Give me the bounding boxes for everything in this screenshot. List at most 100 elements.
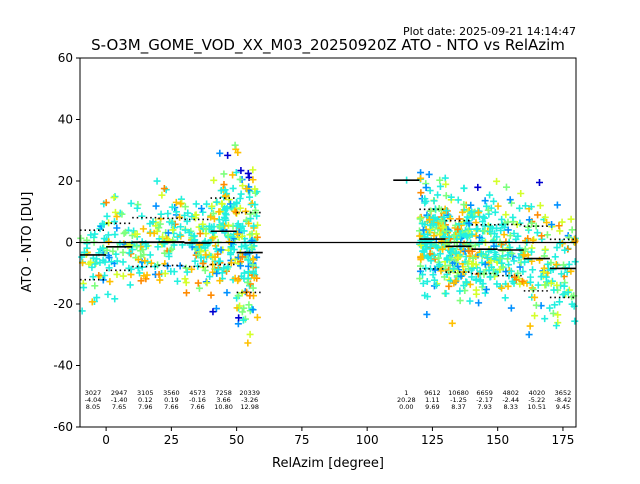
data-point [152, 202, 160, 210]
data-point [252, 230, 260, 238]
data-point [456, 287, 464, 295]
data-point [497, 226, 505, 234]
data-point [507, 267, 515, 275]
data-point [452, 249, 460, 257]
bin-count-label: 1 [404, 389, 408, 397]
data-point [543, 231, 551, 239]
data-point [421, 291, 429, 299]
bin-std-label: 8.37 [451, 403, 465, 411]
data-point [93, 255, 101, 263]
data-point [486, 191, 494, 199]
x-tick-label: 25 [164, 433, 179, 447]
data-point [419, 271, 427, 279]
data-point [557, 270, 565, 278]
data-point [89, 273, 97, 281]
data-point [177, 223, 185, 231]
data-point [560, 290, 568, 298]
bin-mean-label: 0.19 [164, 396, 178, 404]
data-point [253, 313, 261, 321]
y-tick-label: -60 [53, 420, 73, 434]
bin-mean-label: -8.42 [555, 396, 572, 404]
data-point [111, 208, 119, 216]
data-point [234, 220, 242, 228]
data-point [481, 260, 489, 268]
data-point [430, 220, 438, 228]
bin-mean-label: -2.44 [502, 396, 519, 404]
bin-std-label: 7.93 [477, 403, 491, 411]
data-point [439, 245, 447, 253]
data-point [442, 192, 450, 200]
data-point [430, 197, 438, 205]
data-point [472, 286, 480, 294]
data-point [196, 230, 204, 238]
y-tick-label: -20 [53, 297, 73, 311]
data-point [238, 232, 246, 240]
data-point [183, 217, 191, 225]
data-point [458, 208, 466, 216]
x-tick-label: 50 [229, 433, 244, 447]
y-tick-label: -40 [53, 359, 73, 373]
data-point [552, 322, 560, 330]
data-point [524, 223, 532, 231]
data-point [493, 224, 501, 232]
data-point [509, 213, 517, 221]
data-point [476, 268, 484, 276]
data-point [213, 269, 221, 277]
data-point [150, 229, 158, 237]
data-point [95, 271, 103, 279]
data-point [510, 230, 518, 238]
data-point [249, 176, 257, 184]
y-tick-label: 20 [58, 174, 73, 188]
bin-std-label: 8.33 [503, 403, 517, 411]
data-point [245, 301, 253, 309]
data-point [198, 205, 206, 213]
data-point [561, 246, 569, 254]
data-point [468, 260, 476, 268]
data-point [191, 257, 199, 265]
data-point [556, 239, 564, 247]
data-point [250, 222, 258, 230]
data-point [191, 214, 199, 222]
data-point [469, 254, 477, 262]
x-axis: 0 25 50 75 100 125 150 175 [102, 427, 574, 447]
data-point [225, 238, 233, 246]
data-point [434, 254, 442, 262]
data-point [429, 271, 437, 279]
data-point [138, 212, 146, 220]
data-point [218, 200, 226, 208]
data-point [527, 248, 535, 256]
data-point [436, 250, 444, 258]
data-point [146, 251, 154, 259]
data-point [498, 259, 506, 267]
data-point [223, 204, 231, 212]
bin-mean-label: 1.11 [425, 396, 439, 404]
data-point [432, 281, 440, 289]
data-point [466, 297, 474, 305]
data-point [441, 174, 449, 182]
data-point [119, 258, 127, 266]
data-point [526, 322, 534, 330]
data-point [493, 177, 501, 185]
data-point [547, 279, 555, 287]
bin-std-label: 7.96 [138, 403, 152, 411]
data-point [487, 246, 495, 254]
data-point [435, 205, 443, 213]
data-point [105, 238, 113, 246]
data-point [454, 225, 462, 233]
data-point [525, 331, 533, 339]
data-point [516, 263, 524, 271]
data-point [563, 268, 571, 276]
data-point [439, 224, 447, 232]
data-point [239, 222, 247, 230]
data-point [164, 210, 172, 218]
data-point [244, 278, 252, 286]
data-point [195, 284, 203, 292]
data-point [88, 263, 96, 271]
data-point [494, 202, 502, 210]
data-point [134, 256, 142, 264]
data-point [508, 250, 516, 258]
data-point [436, 230, 444, 238]
data-point [550, 286, 558, 294]
data-point [431, 255, 439, 263]
